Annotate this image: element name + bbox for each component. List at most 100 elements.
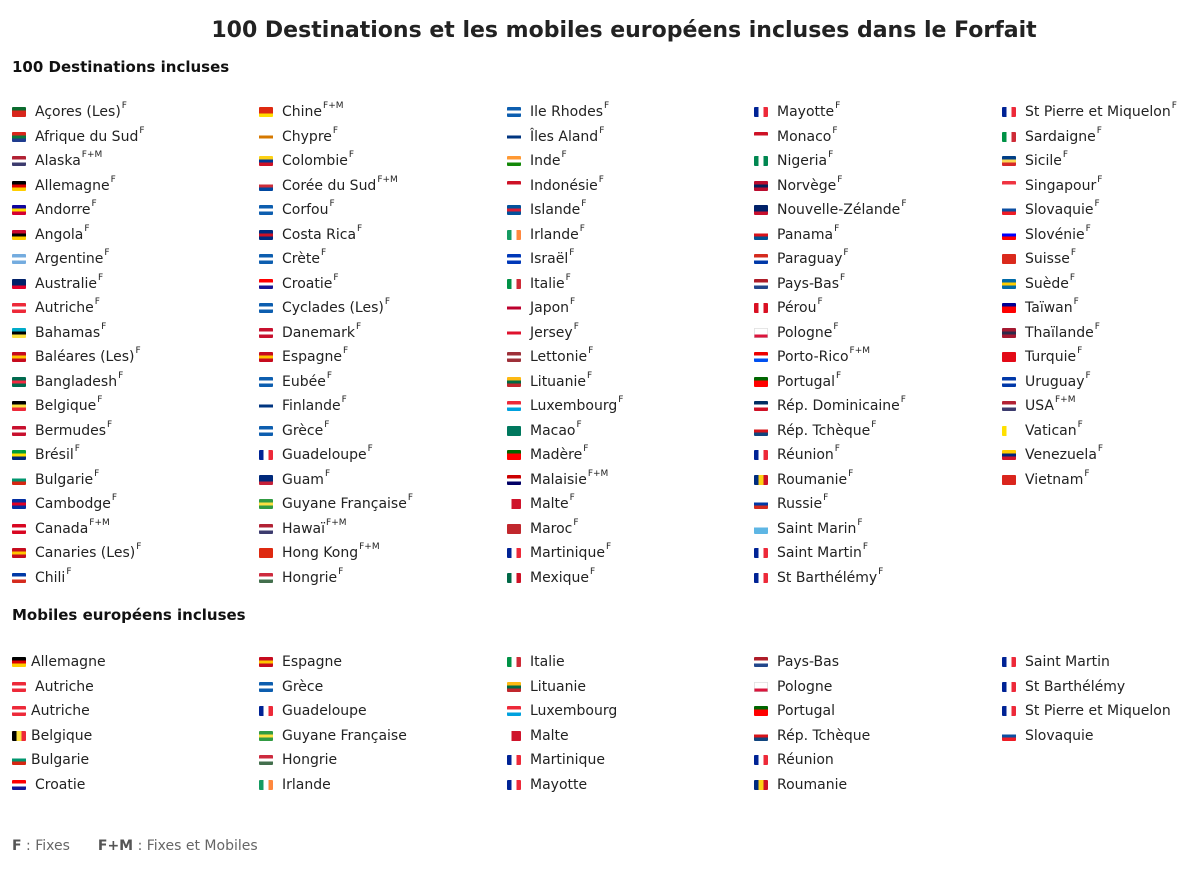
list-item: Venezuela F [1002,443,1177,468]
costa-rica-flag-icon [259,229,273,240]
list-item: Finlande F [259,394,413,419]
list-item: Baléares (Les) F [12,345,145,370]
list-item: Norvège F [754,174,907,199]
list-item: Îles Aland F [507,125,623,150]
france-flag-icon [754,450,768,461]
list-item-label: Pérou [777,300,817,317]
list-item: Colombie F [259,149,413,174]
iceland-flag-icon [507,205,521,216]
list-item-label: Croatie [35,776,86,793]
czech-flag-icon [754,425,768,436]
list-item-label: Réunion [777,752,834,769]
list-item-label: Pays-Bas [777,654,840,671]
list-item-label: Ile Rhodes [530,104,604,121]
cyprus-flag-icon [259,131,273,142]
ireland-flag-icon [259,779,273,790]
france-flag-icon [507,755,521,766]
lithuania-flag-icon [507,681,521,692]
list-item-label: Maroc [530,520,573,537]
list-item-label: Taïwan [1025,300,1073,317]
netherlands-flag-icon [754,657,768,668]
france-flag-icon [259,450,273,461]
hungary-flag-icon [259,572,273,583]
list-item-label: Italie [530,654,565,671]
list-item-label: Suède [1025,275,1069,292]
list-item: Autriche F [12,296,145,321]
list-item-label: Roumanie [777,471,848,488]
list-item-label: Saint Marin [777,520,857,537]
taiwan-flag-icon [1002,303,1016,314]
list-item: Roumanie F [754,468,907,493]
spain-flag-icon [259,352,273,363]
list-item-label: Roumanie [777,776,848,793]
list-item: Bulgarie [12,748,106,773]
belgium-flag-icon [12,401,26,412]
peru-flag-icon [754,303,768,314]
france-flag-icon [754,107,768,118]
list-item: Vatican F [1002,419,1177,444]
list-item-label: Chypre [282,128,332,145]
list-item-label: Pologne [777,324,833,341]
list-item: Grèce [259,675,407,700]
south-africa-flag-icon [12,131,26,142]
list-item-label: Hong Kong [282,545,359,562]
list-item-label: Croatie [282,275,333,292]
austria-flag-icon [12,303,26,314]
list-item-label: Malte [530,727,569,744]
list-item: Ile Rhodes F [507,100,623,125]
czech-flag-icon [754,730,768,741]
list-item-label: Guadeloupe [282,703,367,720]
list-item: St Pierre et Miquelon F [1002,100,1177,125]
colombia-flag-icon [259,156,273,167]
list-item: Slovaquie F [1002,198,1177,223]
list-item: Luxembourg F [507,394,623,419]
list-item: Autriche [12,699,106,724]
list-item-label: Madère [530,447,583,464]
list-item: Guadeloupe F [259,443,413,468]
slovakia-flag-icon [1002,205,1016,216]
usa-flag-icon [259,523,273,534]
list-item: Malaisie F+M [507,468,623,493]
list-item-label: Venezuela [1025,447,1097,464]
spain-flag-icon [12,548,26,559]
list-item: Australie F [12,272,145,297]
list-item-label: St Pierre et Miquelon [1025,703,1171,720]
list-item: Cambodge F [12,492,145,517]
legend-fixes: F : Fixes [12,838,70,854]
list-item-label: Açores (Les) [35,104,121,121]
list-item: Jersey F [507,321,623,346]
list-item-label: Indonésie [530,177,598,194]
list-item-label: Guyane Française [282,727,407,744]
list-item: Costa Rica F [259,223,413,248]
list-item: Suède F [1002,272,1177,297]
list-item: Monaco F [754,125,907,150]
list-item: Hongrie [259,748,407,773]
list-item-label: Alaska [35,153,81,170]
luxembourg-flag-icon [507,706,521,717]
dominican-republic-flag-icon [754,401,768,412]
puerto-rico-flag-icon [754,352,768,363]
list-item: Bangladesh F [12,370,145,395]
list-item: Allemagne F [12,174,145,199]
indonesia-flag-icon [507,180,521,191]
list-item-label: Martinique [530,752,605,769]
list-item-label: Colombie [282,153,348,170]
legend: F : Fixes F+M : Fixes et Mobiles [12,838,258,854]
list-item: Allemagne [12,650,106,675]
bermuda-flag-icon [12,425,26,436]
list-item: Réunion [754,748,870,773]
list-item-label: Angola [35,226,84,243]
list-item-label: St Barthélémy [777,569,878,586]
list-item-label: Hongrie [282,569,338,586]
list-item: Lettonie F [507,345,623,370]
chile-flag-icon [12,572,26,583]
list-item-label: Luxembourg [530,398,618,415]
greece-flag-icon [259,254,273,265]
belgium-flag-icon [12,730,26,741]
luxembourg-flag-icon [507,401,521,412]
list-item: Mayotte [507,773,617,798]
thailand-flag-icon [1002,327,1016,338]
croatia-flag-icon [259,278,273,289]
list-item-label: St Pierre et Miquelon [1025,104,1171,121]
